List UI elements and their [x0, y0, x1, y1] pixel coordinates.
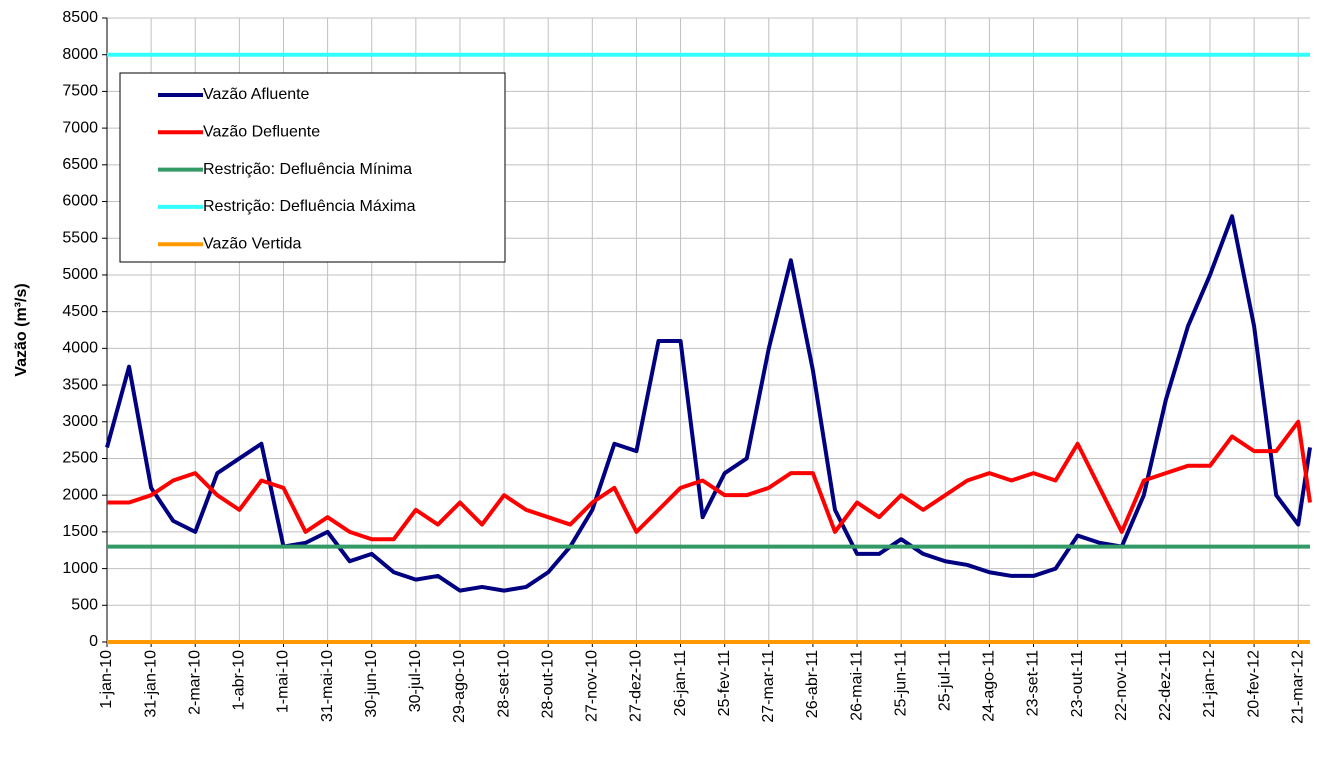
x-tick-label: 25-jun-11: [892, 650, 909, 717]
y-tick-label: 5000: [62, 266, 98, 283]
y-tick-label: 6000: [62, 193, 98, 210]
series-line: [107, 419, 1312, 542]
x-tick-label: 27-mar-11: [760, 650, 777, 723]
y-tick-label: 1500: [62, 523, 98, 540]
x-tick-label: 22-nov-11: [1113, 650, 1130, 721]
x-tick-label: 31-jan-10: [142, 650, 159, 718]
legend-label: Restrição: Defluência Mínima: [203, 161, 412, 178]
x-tick-label: 23-out-11: [1069, 650, 1086, 717]
legend-box: [119, 72, 506, 263]
legend: Vazão Afluente Vazão Defluente Restrição: …: [119, 72, 506, 263]
x-tick-label: 1-abr-10: [231, 650, 248, 711]
y-tick-label: 2000: [62, 486, 98, 503]
y-tick-label: 5500: [62, 229, 98, 246]
x-tick-label: 23-set-11: [1025, 650, 1042, 717]
x-tick-label: 27-nov-10: [584, 650, 601, 722]
x-tick-label: 25-fev-11: [716, 650, 733, 717]
y-tick-label: 4000: [62, 340, 98, 357]
x-tick-label: 31-mai-10: [319, 650, 336, 722]
y-tick-label: 500: [71, 597, 98, 614]
y-tick-label: 8500: [62, 9, 98, 26]
x-tick-label: 29-ago-10: [451, 650, 468, 723]
y-tick-label: 8000: [62, 46, 98, 63]
x-tick-label: 30-jun-10: [363, 650, 380, 718]
legend-label: Vazão Afluente: [203, 86, 310, 103]
y-tick-label: 3000: [62, 413, 98, 430]
y-tick-label: 2500: [62, 450, 98, 467]
x-tick-label: 1-mai-10: [275, 650, 292, 713]
x-tick-label: 24-ago-11: [981, 650, 998, 722]
y-tick-label: 1000: [62, 560, 98, 577]
x-tick-label: 1-jan-10: [98, 650, 115, 709]
x-tick-label: 26-mai-11: [848, 650, 865, 721]
x-tick-label: 28-out-10: [539, 650, 556, 719]
y-tick-label: 6500: [62, 156, 98, 173]
x-tick-label: 30-jul-10: [407, 650, 424, 712]
x-tick-label: 26-jan-11: [672, 650, 689, 717]
y-axis-title: Vazão (m³/s): [13, 283, 30, 376]
x-tick-label: 21-mar-12: [1289, 650, 1306, 724]
x-tick-label: 26-abr-11: [804, 650, 821, 718]
x-tick-label: 27-dez-10: [628, 650, 645, 722]
y-tick-label: 7500: [62, 83, 98, 100]
y-tick-label: 7000: [62, 119, 98, 136]
x-tick-label: 2-mar-10: [186, 650, 203, 715]
x-tick-label: 25-jul-11: [936, 650, 953, 711]
y-tick-label: 3500: [62, 376, 98, 393]
y-tick-label: 4500: [62, 303, 98, 320]
y-tick-label: 0: [89, 633, 98, 650]
x-tick-label: 21-jan-12: [1201, 650, 1218, 718]
legend-label: Vazão Defluente: [203, 124, 320, 141]
legend-label: Vazão Vertida: [203, 235, 302, 252]
x-tick-label: 28-set-10: [495, 650, 512, 718]
x-tick-label: 20-fev-12: [1245, 650, 1262, 718]
legend-label: Restrição: Defluência Máxima: [203, 198, 416, 215]
x-tick-label: 22-dez-11: [1157, 650, 1174, 721]
